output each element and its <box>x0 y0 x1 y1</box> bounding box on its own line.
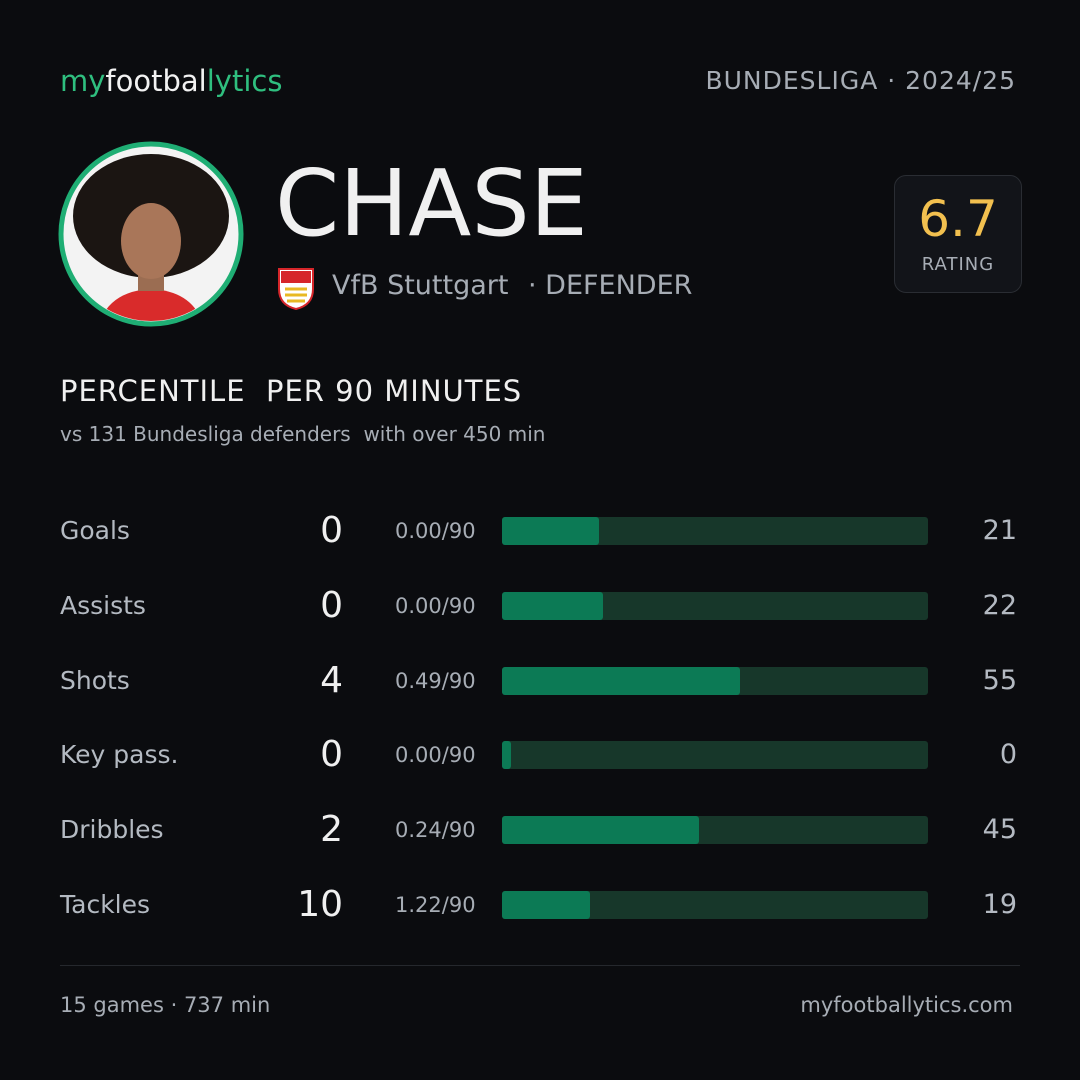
rating-label: RATING <box>921 254 995 275</box>
bar <box>502 741 511 770</box>
stat-label: Assists <box>60 590 146 620</box>
percentile: 21 <box>982 515 1017 546</box>
section-title: PERCENTILE PER 90 MINUTES <box>60 374 523 408</box>
bar <box>502 891 591 919</box>
stat-total: 0 <box>320 584 343 626</box>
logo-part: footbal <box>105 64 207 98</box>
stat-label: Tackles <box>60 890 151 919</box>
stat-per90: 0.00/90 <box>395 593 476 618</box>
club-crest <box>278 268 314 311</box>
percentile: 55 <box>982 664 1017 696</box>
avatar <box>58 141 244 327</box>
rating: 6.7 <box>918 190 998 248</box>
stat-label: Key pass. <box>60 740 179 770</box>
logo: myfootballytics <box>60 64 282 98</box>
section-subtitle: vs 131 Bundesliga defenders with over 45… <box>60 422 546 446</box>
stat-per90: 0.24/90 <box>395 818 476 843</box>
percentile: 19 <box>982 889 1017 920</box>
bar <box>502 816 699 845</box>
stat-per90: 0.00/90 <box>395 743 476 768</box>
logo-part: lytics <box>206 64 283 98</box>
stat-total: 10 <box>297 884 343 925</box>
stat-per90: 0.49/90 <box>395 668 476 693</box>
stat-total: 4 <box>320 659 343 701</box>
footer-site: myfootballytics.com <box>800 993 1013 1017</box>
percentile: 0 <box>999 739 1017 771</box>
stat-total: 0 <box>320 734 343 776</box>
footer-summary: 15 games · 737 min <box>60 993 271 1017</box>
stat-total: 0 <box>320 510 343 551</box>
stat-label: Dribbles <box>60 815 164 845</box>
club: VfB Stuttgart <box>332 270 509 301</box>
bar <box>502 666 741 695</box>
logo-part: my <box>60 64 106 98</box>
stat-total: 2 <box>320 809 343 851</box>
percentile: 45 <box>982 814 1017 846</box>
divider <box>60 965 1020 966</box>
bar <box>502 591 603 620</box>
position: · DEFENDER <box>528 270 693 301</box>
rating-box: 6.7 RATING <box>894 175 1022 293</box>
player-name: CHASE <box>275 150 588 257</box>
stat-per90: 1.22/90 <box>395 893 476 917</box>
league: BUNDESLIGA · 2024/25 <box>705 66 1016 95</box>
bar <box>502 517 599 545</box>
percentile: 22 <box>982 589 1017 621</box>
stat-label: Shots <box>60 665 130 695</box>
bar-track <box>502 741 928 770</box>
stat-label: Goals <box>60 516 130 545</box>
stat-per90: 0.00/90 <box>395 519 476 543</box>
